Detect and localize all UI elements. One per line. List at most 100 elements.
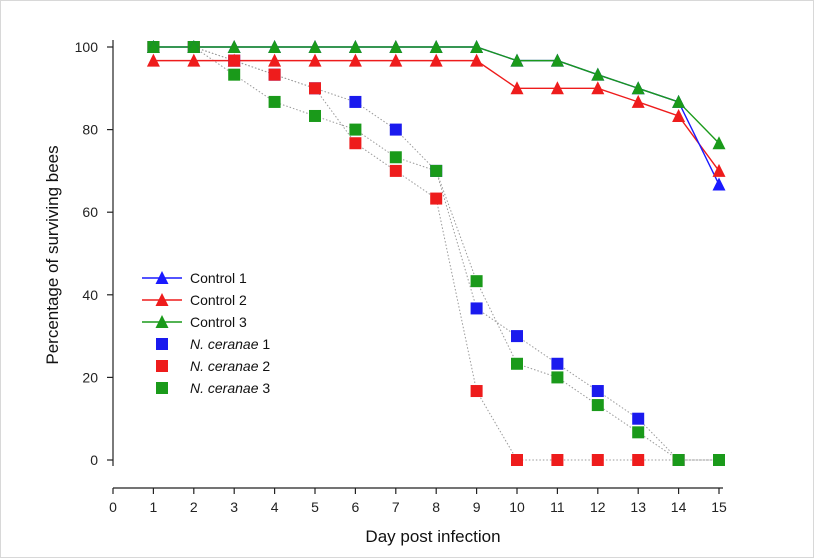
data-point: [591, 399, 604, 412]
x-tick-label: 0: [109, 499, 117, 515]
data-point: [227, 53, 241, 67]
chart-legend: Control 1 Control 2 Control 3 N. ceranae 1 N…: [142, 270, 270, 396]
data-point: [631, 81, 645, 95]
data-point: [712, 136, 726, 150]
data-point: [348, 53, 362, 67]
legend-label: Control 3: [190, 314, 247, 330]
data-point: [146, 53, 160, 67]
data-point: [389, 53, 403, 67]
legend-marker: [155, 315, 169, 328]
data-point: [591, 385, 604, 398]
data-point: [551, 371, 564, 384]
data-point: [470, 275, 483, 288]
data-point: [268, 53, 282, 67]
series-line: [153, 46, 719, 461]
data-point: [632, 412, 645, 425]
data-point: [309, 82, 321, 95]
data-point: [470, 40, 484, 53]
data-point: [308, 40, 322, 53]
data-point: [631, 94, 645, 108]
data-point: [470, 302, 483, 315]
data-point: [349, 95, 362, 108]
data-point: [187, 53, 201, 67]
data-point: [511, 357, 523, 370]
legend-label: N. ceranae 3: [190, 380, 270, 396]
legend-marker: [156, 360, 168, 372]
x-tick-label: 4: [271, 499, 279, 515]
data-point: [550, 53, 564, 67]
series-line: [153, 46, 720, 185]
data-point: [510, 81, 524, 95]
data-point: [268, 95, 281, 108]
data-point: [672, 454, 685, 466]
data-point: [551, 357, 564, 370]
data-point: [713, 454, 725, 466]
x-tick-label: 6: [352, 499, 360, 515]
data-point: [268, 40, 282, 53]
data-point: [349, 137, 362, 150]
x-tick-label: 10: [509, 499, 525, 515]
legend-label: N. ceranae 2: [190, 358, 270, 374]
y-axis-label: Percentage of surviving bees: [43, 145, 62, 364]
data-point: [429, 40, 443, 53]
data-point: [268, 68, 281, 81]
x-tick-label: 7: [392, 499, 400, 515]
data-point: [146, 40, 160, 53]
y-tick-label: 0: [90, 452, 98, 468]
data-point: [389, 164, 402, 177]
data-point: [672, 94, 686, 108]
x-tick-label: 11: [550, 499, 565, 515]
data-point: [591, 454, 604, 466]
data-point: [511, 454, 523, 466]
data-point: [389, 40, 403, 53]
legend-marker: [156, 338, 168, 350]
x-tick-label: 12: [590, 499, 606, 515]
data-point: [511, 330, 523, 343]
series-line: [153, 46, 719, 461]
series-markers: [146, 40, 726, 466]
data-point: [672, 108, 686, 122]
data-point: [429, 53, 443, 67]
legend-label: Control 1: [190, 270, 247, 286]
data-point: [227, 40, 241, 53]
y-tick-label: 20: [82, 369, 98, 385]
series-line: [153, 46, 719, 461]
series-lines: [153, 46, 720, 461]
legend-label: N. ceranae 1: [190, 336, 270, 352]
x-tick-label: 15: [711, 499, 727, 515]
data-point: [389, 151, 402, 164]
data-point: [187, 40, 201, 53]
data-point: [470, 53, 484, 67]
legend-marker: [155, 293, 169, 306]
legend-label: Control 2: [190, 292, 247, 308]
data-point: [228, 68, 241, 81]
x-tick-label: 14: [671, 499, 687, 515]
data-point: [348, 40, 362, 53]
y-tick-label: 80: [82, 122, 98, 138]
y-tick-label: 40: [82, 287, 98, 303]
data-point: [712, 163, 726, 177]
data-point: [591, 81, 605, 95]
data-point: [550, 81, 564, 95]
y-tick-label: 100: [75, 39, 99, 55]
data-point: [510, 53, 524, 67]
y-tick-label: 60: [82, 204, 98, 220]
data-point: [632, 454, 645, 466]
data-point: [632, 426, 645, 439]
data-point: [308, 53, 322, 67]
data-point: [712, 177, 726, 191]
data-point: [551, 454, 564, 466]
data-point: [389, 123, 402, 136]
data-point: [430, 164, 443, 177]
data-point: [470, 385, 483, 398]
data-point: [591, 67, 605, 81]
x-tick-label: 3: [230, 499, 238, 515]
data-point: [430, 192, 443, 205]
x-tick-label: 8: [432, 499, 440, 515]
x-axis-label: Day post infection: [365, 527, 500, 546]
x-tick-label: 9: [473, 499, 481, 515]
data-point: [349, 123, 362, 136]
x-tick-label: 5: [311, 499, 319, 515]
